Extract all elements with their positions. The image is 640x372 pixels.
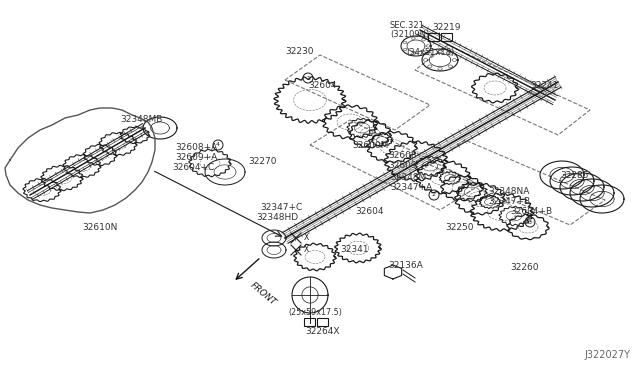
Text: FRONT: FRONT	[248, 281, 277, 308]
Text: 32264X: 32264X	[305, 327, 339, 337]
Text: 32348NA: 32348NA	[488, 187, 529, 196]
Text: (25x59x17.5): (25x59x17.5)	[288, 308, 342, 317]
Text: 32347+B: 32347+B	[488, 198, 530, 206]
Text: X: X	[304, 246, 309, 254]
Text: 32608+A: 32608+A	[175, 144, 217, 153]
Text: 32610N: 32610N	[82, 224, 117, 232]
Text: 32604: 32604	[355, 208, 383, 217]
Text: 32347+A: 32347+A	[390, 183, 432, 192]
Text: 32348MB: 32348MB	[120, 115, 163, 125]
Text: J322027Y: J322027Y	[584, 350, 630, 360]
Text: 32230: 32230	[285, 48, 314, 57]
Text: 32136A: 32136A	[388, 260, 423, 269]
Text: 32348M: 32348M	[390, 173, 426, 183]
Bar	[317, 318, 328, 326]
Text: X: X	[304, 234, 309, 243]
Text: 32347+C: 32347+C	[260, 202, 302, 212]
Text: 32341: 32341	[340, 246, 369, 254]
Text: 32608: 32608	[388, 151, 417, 160]
Text: 32250: 32250	[445, 224, 474, 232]
Text: 32260: 32260	[510, 263, 538, 273]
Text: 32285: 32285	[560, 170, 589, 180]
Bar	[304, 318, 315, 326]
Text: 1: 1	[306, 76, 310, 80]
Text: 32219: 32219	[432, 23, 461, 32]
Text: 32609+A: 32609+A	[175, 154, 217, 163]
Text: SEC.321: SEC.321	[390, 20, 425, 29]
Text: 4: 4	[216, 142, 220, 148]
Text: 2: 2	[432, 192, 436, 198]
Text: 32604+C: 32604+C	[172, 164, 214, 173]
Text: 32270: 32270	[248, 157, 276, 167]
Text: (32109N): (32109N)	[390, 29, 429, 38]
Bar	[441, 33, 452, 41]
Text: 32348HD: 32348HD	[256, 212, 298, 221]
Text: (34x51x18): (34x51x18)	[406, 48, 454, 57]
Bar	[428, 33, 439, 41]
Text: 32609: 32609	[388, 160, 417, 170]
Text: 32600M: 32600M	[352, 141, 388, 150]
Text: 32604: 32604	[308, 80, 337, 90]
Text: 3: 3	[528, 219, 532, 224]
Text: 32241: 32241	[530, 80, 558, 90]
Text: 32604+B: 32604+B	[510, 208, 552, 217]
